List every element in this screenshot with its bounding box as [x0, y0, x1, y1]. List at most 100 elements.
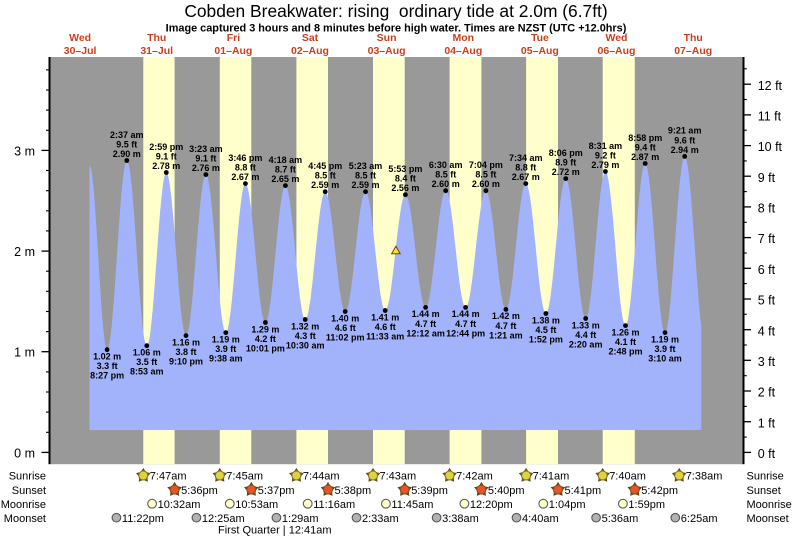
- svg-text:5:23 am: 5:23 am: [349, 161, 383, 171]
- svg-text:1.06 m: 1.06 m: [133, 348, 161, 358]
- svg-text:3:23 am: 3:23 am: [189, 144, 223, 154]
- svg-text:8.5 ft: 8.5 ft: [355, 171, 376, 181]
- svg-text:3 ft: 3 ft: [758, 355, 776, 369]
- svg-text:1:21 am: 1:21 am: [489, 330, 523, 340]
- svg-text:3.3 ft: 3.3 ft: [97, 361, 118, 371]
- svg-text:0 ft: 0 ft: [758, 447, 776, 461]
- svg-text:2.59 m: 2.59 m: [311, 180, 339, 190]
- svg-text:2.60 m: 2.60 m: [472, 179, 500, 189]
- svg-text:7:44am: 7:44am: [303, 471, 340, 483]
- svg-text:1.33 m: 1.33 m: [572, 320, 600, 330]
- svg-text:07–Aug: 07–Aug: [674, 45, 712, 57]
- svg-text:9:21 am: 9:21 am: [668, 126, 702, 136]
- svg-text:Moonrise: Moonrise: [747, 499, 792, 511]
- svg-text:Tue: Tue: [531, 32, 549, 44]
- svg-text:9 ft: 9 ft: [758, 171, 776, 185]
- svg-text:1 m: 1 m: [14, 346, 35, 360]
- svg-text:1.29 m: 1.29 m: [251, 324, 279, 334]
- svg-text:7:45am: 7:45am: [226, 471, 263, 483]
- svg-text:11:45am: 11:45am: [391, 499, 433, 511]
- svg-text:8:53 am: 8:53 am: [130, 367, 164, 377]
- svg-text:4.7 ft: 4.7 ft: [415, 319, 436, 329]
- svg-text:12:44 pm: 12:44 pm: [446, 328, 485, 338]
- svg-text:11:22pm: 11:22pm: [122, 513, 164, 525]
- svg-text:11:33 am: 11:33 am: [366, 332, 404, 342]
- svg-text:Sunrise: Sunrise: [747, 471, 784, 483]
- svg-text:9.4 ft: 9.4 ft: [635, 142, 656, 152]
- svg-text:4.7 ft: 4.7 ft: [455, 319, 476, 329]
- svg-text:1:29am: 1:29am: [282, 513, 319, 525]
- svg-text:8.8 ft: 8.8 ft: [515, 163, 536, 173]
- svg-text:10 ft: 10 ft: [758, 140, 783, 154]
- svg-text:9.2 ft: 9.2 ft: [595, 150, 616, 160]
- svg-text:7 ft: 7 ft: [758, 232, 776, 246]
- svg-text:2 ft: 2 ft: [758, 386, 776, 400]
- svg-text:7:40am: 7:40am: [609, 471, 646, 483]
- svg-text:2.87 m: 2.87 m: [631, 152, 659, 162]
- svg-text:12 ft: 12 ft: [758, 79, 783, 93]
- svg-text:6:25am: 6:25am: [681, 513, 718, 525]
- svg-text:2.78 m: 2.78 m: [152, 161, 180, 171]
- svg-text:1.16 m: 1.16 m: [172, 337, 200, 347]
- svg-text:Thu: Thu: [684, 32, 703, 44]
- svg-text:12:25am: 12:25am: [202, 513, 245, 525]
- svg-text:1.40 m: 1.40 m: [331, 313, 359, 323]
- svg-text:4.4 ft: 4.4 ft: [575, 330, 596, 340]
- svg-text:5:37pm: 5:37pm: [258, 485, 295, 497]
- svg-text:01–Aug: 01–Aug: [214, 45, 252, 57]
- svg-text:3.9 ft: 3.9 ft: [654, 344, 675, 354]
- svg-text:9.6 ft: 9.6 ft: [674, 135, 695, 145]
- svg-text:8:06 pm: 8:06 pm: [549, 148, 583, 158]
- svg-text:Sunset: Sunset: [747, 485, 781, 497]
- svg-text:05–Aug: 05–Aug: [521, 45, 559, 57]
- svg-text:3.5 ft: 3.5 ft: [136, 357, 157, 367]
- svg-text:8:27 pm: 8:27 pm: [90, 371, 124, 381]
- svg-text:Moonset: Moonset: [747, 513, 789, 525]
- svg-text:7:41am: 7:41am: [533, 471, 570, 483]
- svg-text:4.7 ft: 4.7 ft: [495, 321, 516, 331]
- svg-text:8:58 pm: 8:58 pm: [628, 133, 662, 143]
- svg-text:4.1 ft: 4.1 ft: [615, 337, 636, 347]
- svg-text:8.9 ft: 8.9 ft: [555, 158, 576, 168]
- svg-text:2.72 m: 2.72 m: [552, 167, 580, 177]
- svg-text:2:33am: 2:33am: [362, 513, 399, 525]
- svg-text:1.32 m: 1.32 m: [291, 321, 319, 331]
- svg-text:4.3 ft: 4.3 ft: [295, 331, 316, 341]
- svg-text:7:38am: 7:38am: [686, 471, 723, 483]
- svg-text:4:40am: 4:40am: [522, 513, 559, 525]
- svg-text:03–Aug: 03–Aug: [368, 45, 406, 57]
- svg-text:8.7 ft: 8.7 ft: [275, 165, 296, 175]
- svg-text:5:36pm: 5:36pm: [181, 485, 218, 497]
- svg-text:1.19 m: 1.19 m: [212, 334, 240, 344]
- svg-text:3 m: 3 m: [14, 144, 35, 158]
- svg-text:Sat: Sat: [302, 32, 319, 44]
- svg-text:2.65 m: 2.65 m: [271, 174, 299, 184]
- svg-text:2.67 m: 2.67 m: [512, 172, 540, 182]
- svg-text:7:42am: 7:42am: [456, 471, 493, 483]
- svg-text:Fri: Fri: [227, 32, 241, 44]
- svg-text:2.59 m: 2.59 m: [351, 180, 379, 190]
- svg-text:2.67 m: 2.67 m: [231, 172, 259, 182]
- svg-text:5:39pm: 5:39pm: [411, 485, 448, 497]
- svg-text:2:48 pm: 2:48 pm: [608, 347, 642, 357]
- svg-text:10:53am: 10:53am: [235, 499, 278, 511]
- svg-text:Thu: Thu: [147, 32, 166, 44]
- svg-text:3:10 am: 3:10 am: [648, 354, 682, 364]
- svg-text:Sunset: Sunset: [12, 485, 46, 497]
- svg-text:2:37 am: 2:37 am: [110, 130, 144, 140]
- svg-text:1.41 m: 1.41 m: [371, 312, 399, 322]
- svg-text:Image captured 3 hours and 8 m: Image captured 3 hours and 8 minutes bef…: [166, 23, 627, 35]
- svg-text:Moonrise: Moonrise: [1, 499, 46, 511]
- svg-text:2.79 m: 2.79 m: [591, 160, 619, 170]
- svg-text:7:47am: 7:47am: [150, 471, 187, 483]
- svg-text:1.02 m: 1.02 m: [93, 352, 121, 362]
- svg-text:8.5 ft: 8.5 ft: [435, 170, 456, 180]
- svg-text:2.94 m: 2.94 m: [671, 145, 699, 155]
- svg-text:1:04pm: 1:04pm: [549, 499, 586, 511]
- svg-text:2:20 am: 2:20 am: [569, 340, 603, 350]
- svg-text:5:53 pm: 5:53 pm: [388, 164, 422, 174]
- svg-text:4.2 ft: 4.2 ft: [255, 334, 276, 344]
- svg-text:1:59pm: 1:59pm: [628, 499, 665, 511]
- svg-text:04–Aug: 04–Aug: [444, 45, 482, 57]
- svg-text:7:04 pm: 7:04 pm: [469, 160, 503, 170]
